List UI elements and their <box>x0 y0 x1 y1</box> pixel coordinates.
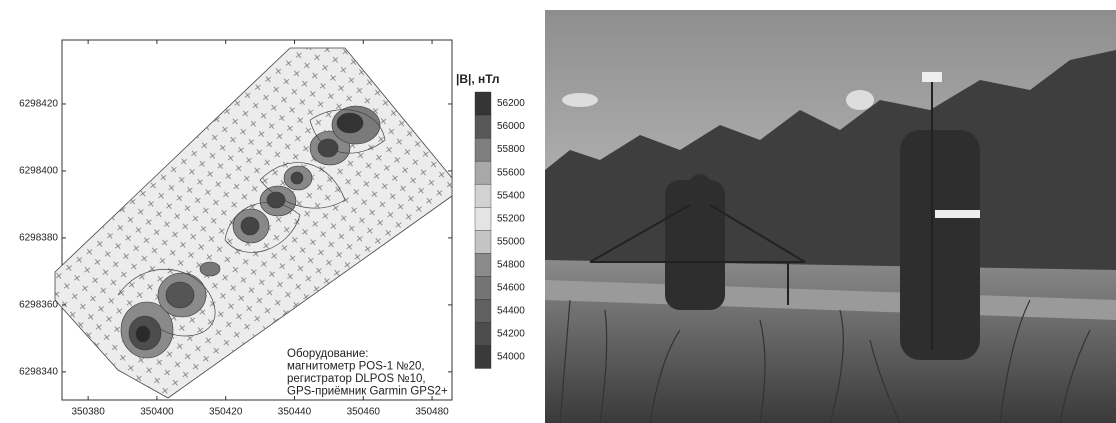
colorbar-label: 54400 <box>497 306 525 317</box>
annotation-line: регистратор DLPOS №10, <box>287 373 426 385</box>
map: Оборудование:магнитометр POS-1 №20,регис… <box>55 40 452 400</box>
colorbar-label: 56200 <box>497 98 525 109</box>
y-tick-label: 6298360 <box>19 300 58 311</box>
x-tick-label: 350480 <box>415 407 449 418</box>
colorbar: |B|, нТл 54000 54200 54400 54600 54800 55000 5… <box>456 72 525 368</box>
colorbar-label: 55600 <box>497 167 525 178</box>
y-tick-label: 6298340 <box>19 367 58 378</box>
colorbar-band <box>475 345 491 368</box>
y-tick-label: 6298400 <box>19 166 58 177</box>
x-tick-label: 350400 <box>140 407 174 418</box>
colorbar-band <box>475 299 491 322</box>
colorbar-label: 55200 <box>497 213 525 224</box>
annotation-line: магнитометр POS-1 №20, <box>287 361 425 373</box>
colorbar-label: 54800 <box>497 259 525 270</box>
colorbar-label: 54200 <box>497 329 525 340</box>
colorbar-label: 55800 <box>497 144 525 155</box>
colorbar-label: 55000 <box>497 236 525 247</box>
colorbar-band <box>475 322 491 345</box>
x-tick-label: 350380 <box>71 407 105 418</box>
annotation-line: Оборудование: <box>287 348 368 360</box>
page: Оборудование:магнитометр POS-1 №20,регис… <box>0 0 1116 423</box>
figure: Оборудование:магнитометр POS-1 №20,регис… <box>0 0 1116 423</box>
photo <box>545 10 1116 423</box>
colorbar-band <box>475 115 491 138</box>
colorbar-band <box>475 92 491 115</box>
colorbar-band <box>475 138 491 161</box>
colorbar-title: |B|, нТл <box>456 72 500 86</box>
colorbar-label: 56000 <box>497 121 525 132</box>
x-tick-label: 350440 <box>278 407 312 418</box>
colorbar-label: 55400 <box>497 190 525 201</box>
colorbar-band <box>475 207 491 230</box>
colorbar-label: 54600 <box>497 282 525 293</box>
colorbar-band <box>475 276 491 299</box>
colorbar-label: 54000 <box>497 352 525 363</box>
colorbar-band <box>475 253 491 276</box>
colorbar-band <box>475 230 491 253</box>
x-tick-label: 350460 <box>347 407 381 418</box>
annotation-line: GPS-приёмник Garmin GPS2+ <box>287 386 448 398</box>
colorbar-band <box>475 184 491 207</box>
y-tick-label: 6298380 <box>19 233 58 244</box>
x-tick-label: 350420 <box>209 407 243 418</box>
y-tick-label: 6298420 <box>19 99 58 110</box>
colorbar-band <box>475 161 491 184</box>
